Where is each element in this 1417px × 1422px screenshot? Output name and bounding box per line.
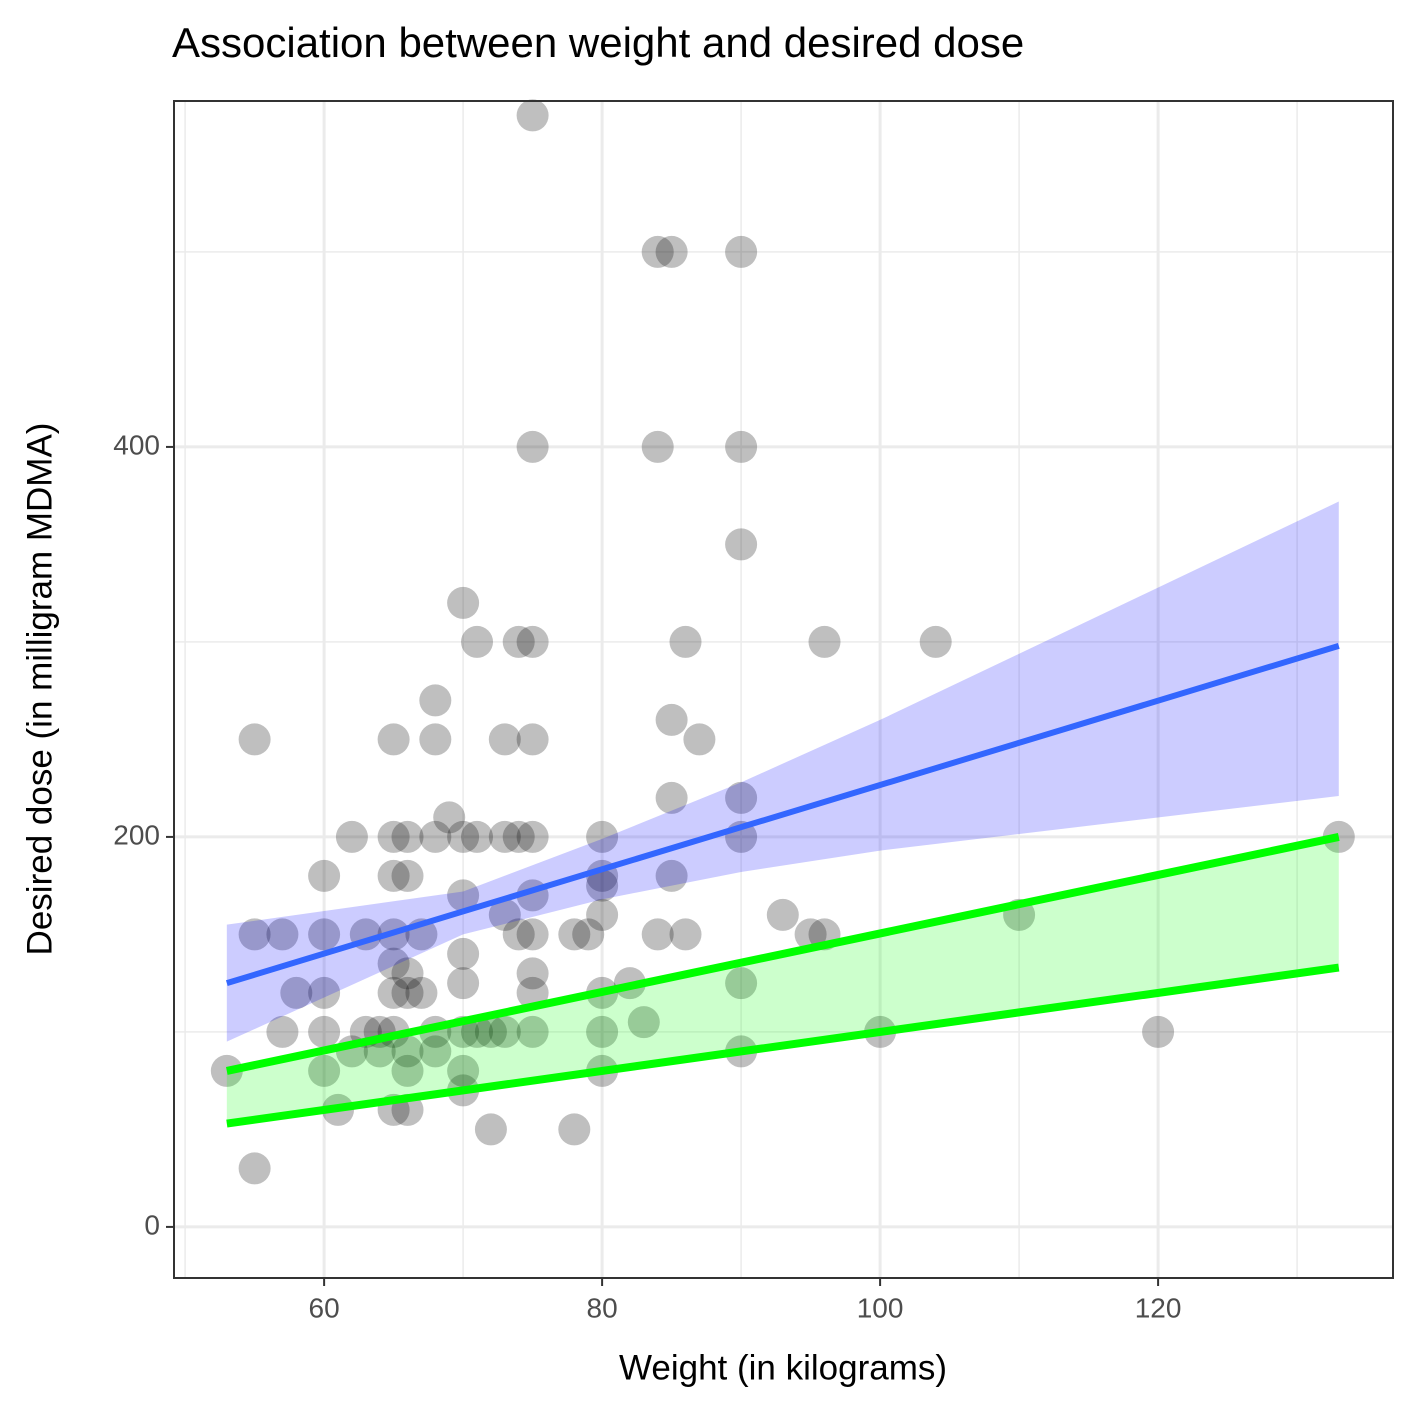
chart-title: Association between weight and desired d… — [172, 19, 1024, 66]
y-axis-title: Desired dose (in milligram MDMA) — [20, 423, 59, 956]
point — [655, 235, 688, 268]
point — [308, 918, 341, 951]
point — [516, 625, 549, 658]
point — [419, 723, 452, 756]
point — [377, 947, 410, 980]
point — [725, 967, 758, 1000]
point — [641, 918, 674, 951]
point — [474, 1015, 507, 1048]
point — [655, 859, 688, 892]
point — [725, 528, 758, 561]
point — [308, 1054, 341, 1087]
point — [447, 937, 480, 970]
point — [488, 898, 521, 931]
point — [586, 1015, 619, 1048]
point — [516, 430, 549, 463]
point — [516, 820, 549, 853]
confidence-band — [226, 501, 1339, 1042]
point — [447, 586, 480, 619]
point — [377, 859, 410, 892]
point — [391, 820, 424, 853]
point — [488, 1015, 521, 1048]
point — [655, 781, 688, 814]
point — [419, 684, 452, 717]
point — [433, 801, 466, 834]
x-tick-label: 100 — [857, 1292, 904, 1323]
point — [377, 820, 410, 853]
point — [405, 976, 438, 1009]
x-tick-label: 60 — [309, 1292, 340, 1323]
point — [447, 967, 480, 1000]
point — [502, 820, 535, 853]
point — [391, 957, 424, 990]
point — [516, 99, 549, 132]
lower-bound-line — [226, 963, 1340, 1128]
point — [655, 703, 688, 736]
point — [266, 1015, 299, 1048]
point — [572, 918, 605, 951]
point — [391, 859, 424, 892]
dose-band — [226, 836, 1339, 1124]
point — [586, 869, 619, 902]
point — [586, 820, 619, 853]
point — [641, 430, 674, 463]
point — [919, 625, 952, 658]
x-axis-title: Weight (in kilograms) — [619, 1348, 947, 1387]
point — [725, 430, 758, 463]
point — [447, 820, 480, 853]
point — [669, 918, 702, 951]
point — [502, 918, 535, 951]
point — [558, 918, 591, 951]
point — [419, 1035, 452, 1068]
point — [391, 976, 424, 1009]
point — [391, 1035, 424, 1068]
point — [516, 723, 549, 756]
y-tick-label: 0 — [144, 1209, 160, 1240]
point — [502, 625, 535, 658]
point — [266, 918, 299, 951]
point — [335, 820, 368, 853]
point — [238, 918, 271, 951]
point — [725, 781, 758, 814]
point — [669, 625, 702, 658]
point — [238, 723, 271, 756]
point — [516, 957, 549, 990]
point — [280, 976, 313, 1009]
point — [516, 1015, 549, 1048]
point — [461, 625, 494, 658]
point — [725, 235, 758, 268]
point — [1142, 1015, 1175, 1048]
point — [377, 976, 410, 1009]
point — [308, 859, 341, 892]
point — [766, 898, 799, 931]
x-tick-label: 80 — [587, 1292, 618, 1323]
point — [683, 723, 716, 756]
y-tick-label: 200 — [113, 819, 160, 850]
x-tick-label: 120 — [1135, 1292, 1182, 1323]
point — [391, 1054, 424, 1087]
point — [516, 918, 549, 951]
point — [238, 1152, 271, 1185]
point — [447, 879, 480, 912]
upper-bound-line — [225, 833, 1340, 1075]
regression-line — [225, 642, 1340, 987]
point — [586, 898, 619, 931]
point — [308, 1015, 341, 1048]
point — [558, 1113, 591, 1146]
point — [447, 1054, 480, 1087]
point — [627, 1006, 660, 1039]
y-tick-label: 400 — [113, 429, 160, 460]
point — [474, 1113, 507, 1146]
point — [488, 723, 521, 756]
point — [461, 820, 494, 853]
point — [419, 820, 452, 853]
point — [377, 723, 410, 756]
point — [641, 235, 674, 268]
plot-border — [173, 100, 1394, 1279]
point — [308, 976, 341, 1009]
point — [488, 820, 521, 853]
point — [808, 625, 841, 658]
